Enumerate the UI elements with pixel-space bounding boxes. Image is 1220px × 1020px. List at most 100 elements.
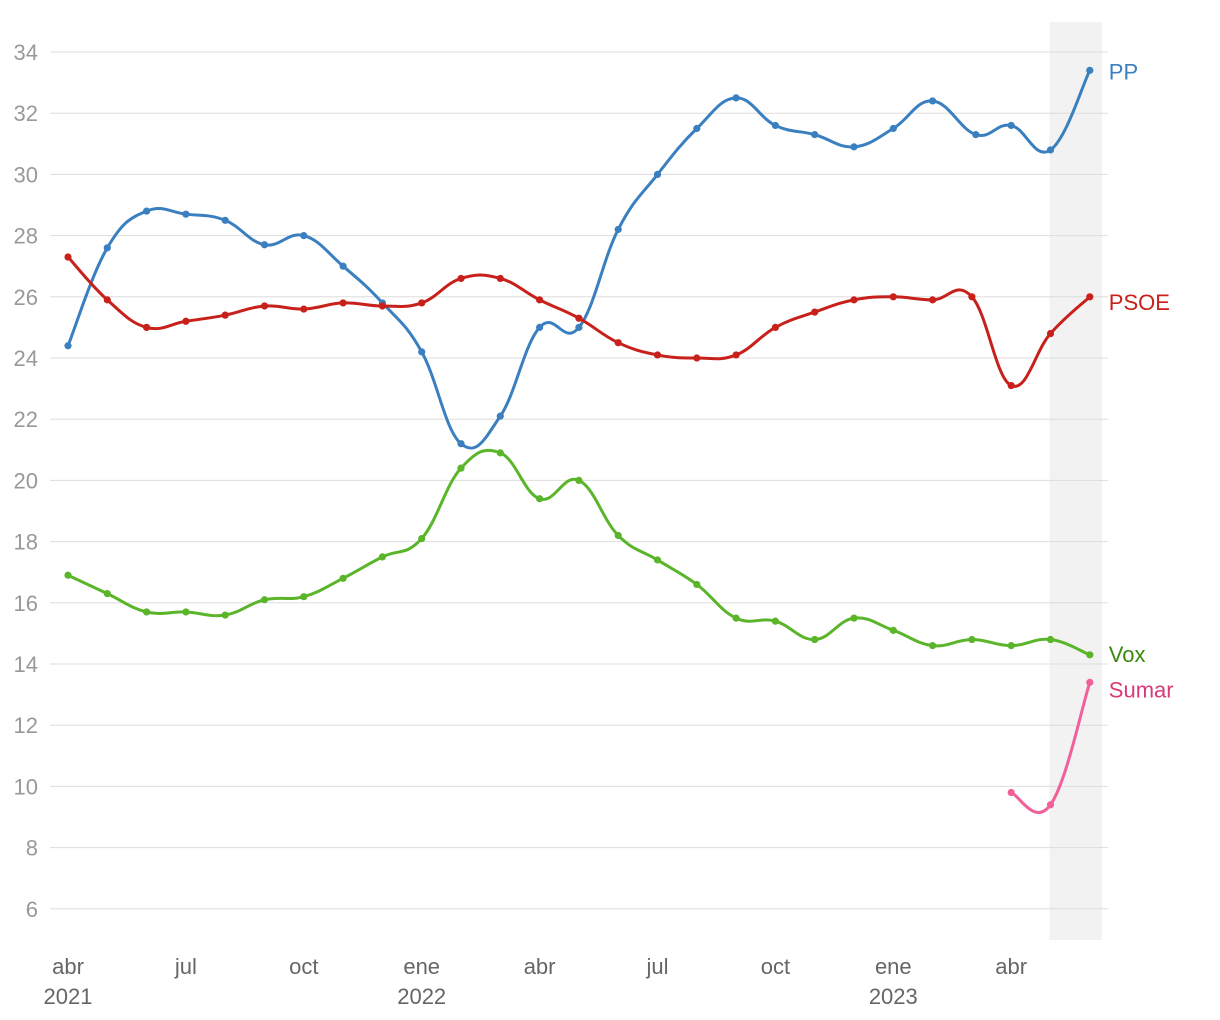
point-psoe-2022-10: [771, 323, 780, 331]
y-tick-label-10: 10: [14, 774, 38, 799]
point-pp-2021-09: [260, 241, 269, 249]
y-tick-label-6: 6: [26, 897, 38, 922]
point-vox-2021-05: [103, 590, 111, 598]
point-vox-2022-04: [536, 495, 544, 503]
point-pp-2021-08: [221, 216, 229, 224]
point-pp-2023-02: [929, 97, 937, 105]
point-pp-2022-06: [614, 225, 622, 234]
point-vox-2022-10: [771, 617, 780, 625]
point-sumar-2023-04: [1007, 788, 1015, 797]
point-psoe-2022-03: [496, 274, 504, 283]
point-pp-2021-04: [64, 342, 72, 350]
x-tick-label-2022-01: ene: [403, 954, 440, 979]
point-vox-2021-10: [300, 593, 308, 601]
point-psoe-2021-05: [103, 296, 111, 304]
point-psoe-2022-02: [457, 274, 465, 283]
point-psoe-2021-11: [339, 299, 347, 307]
point-pp-2023-04: [1007, 121, 1015, 130]
point-pp-2022-12: [850, 143, 858, 151]
forecast-band: [1049, 22, 1102, 940]
point-vox-2022-02: [457, 464, 465, 472]
y-tick-label-20: 20: [14, 468, 38, 493]
point-sumar-2023-05: [1046, 801, 1055, 809]
point-pp-2022-01: [418, 348, 426, 356]
series-label-vox: Vox: [1109, 642, 1146, 667]
x-tick-label-2021-10: oct: [289, 954, 318, 979]
point-sumar-2023-06: [1086, 678, 1094, 686]
point-pp-2021-10: [300, 232, 308, 240]
highlight-band-layer: [1049, 22, 1102, 940]
point-vox-2022-01: [418, 534, 426, 543]
point-vox-2022-07: [653, 556, 662, 564]
point-psoe-2022-08: [693, 354, 701, 362]
gridlines: [50, 51, 1108, 910]
point-pp-2022-08: [693, 124, 701, 133]
point-pp-2022-09: [732, 94, 740, 102]
point-pp-2023-01: [889, 124, 897, 133]
point-vox-2023-06: [1086, 651, 1094, 659]
y-tick-label-32: 32: [14, 101, 38, 126]
point-psoe-2022-01: [418, 299, 426, 307]
point-pp-2023-03: [972, 131, 980, 139]
x-tick-label-2021-07: jul: [174, 954, 197, 979]
y-tick-label-12: 12: [14, 713, 38, 738]
y-tick-label-16: 16: [14, 591, 38, 616]
y-axis-ticks: 6 8 10 12 14 16 18 20 22 24 26 28 30 32 34: [14, 40, 38, 922]
y-tick-label-24: 24: [14, 346, 38, 371]
point-pp-2022-10: [771, 121, 780, 130]
point-psoe-2021-12: [378, 302, 386, 310]
point-psoe-2022-09: [732, 351, 740, 359]
y-tick-label-14: 14: [14, 652, 38, 677]
point-psoe-2022-07: [653, 351, 662, 359]
series-line-sumar: [1009, 680, 1092, 814]
point-vox-2022-11: [811, 635, 819, 644]
point-vox-2023-01: [889, 626, 897, 634]
point-vox-2021-08: [221, 611, 229, 619]
series-lines: [66, 68, 1092, 814]
point-pp-2021-07: [182, 210, 190, 218]
point-psoe-2023-04: [1007, 381, 1015, 390]
point-pp-2022-11: [811, 131, 819, 139]
y-tick-label-28: 28: [14, 224, 38, 249]
x-tick-label-2023-01: ene: [875, 954, 912, 979]
y-tick-label-26: 26: [14, 285, 38, 310]
series-label-psoe: PSOE: [1109, 290, 1170, 315]
series-line-pp: [66, 68, 1092, 450]
x-axis-ticks: abr 2021 jul oct ene 2022 abr jul oct ene 2023 abr: [44, 954, 1028, 1009]
y-tick-label-8: 8: [26, 836, 38, 861]
point-vox-2021-07: [182, 608, 190, 616]
point-psoe-2023-03: [968, 293, 976, 301]
point-vox-2022-12: [850, 614, 858, 622]
x-tick-label-2023-04: abr: [995, 954, 1027, 979]
series-label-sumar: Sumar: [1109, 677, 1174, 702]
point-pp-2022-02: [457, 440, 465, 448]
y-tick-label-34: 34: [14, 40, 38, 65]
x-tick-year-2022: 2022: [397, 984, 446, 1009]
point-vox-2023-04: [1007, 642, 1015, 650]
point-psoe-2023-02: [929, 296, 937, 304]
point-vox-2021-04: [64, 571, 72, 579]
point-pp-2023-06: [1086, 66, 1094, 74]
point-psoe-2023-01: [889, 293, 897, 301]
series-label-pp: PP: [1109, 59, 1138, 84]
point-vox-2022-06: [614, 531, 622, 540]
point-pp-2022-03: [496, 412, 504, 420]
point-psoe-2021-10: [300, 305, 308, 313]
point-vox-2021-12: [378, 553, 386, 561]
point-pp-2022-04: [536, 323, 544, 331]
point-pp-2022-05: [575, 323, 583, 331]
series-labels: PP PSOE Vox Sumar: [1109, 59, 1174, 702]
x-tick-label-2022-07: jul: [645, 954, 668, 979]
point-pp-2021-06: [143, 207, 151, 215]
series-points: [64, 66, 1094, 809]
y-tick-label-18: 18: [14, 530, 38, 555]
point-psoe-2022-12: [850, 296, 858, 304]
x-tick-year-2021: 2021: [44, 984, 93, 1009]
point-vox-2021-11: [339, 574, 347, 582]
y-tick-label-22: 22: [14, 407, 38, 432]
point-vox-2022-03: [496, 449, 504, 457]
point-vox-2021-09: [260, 596, 269, 604]
point-pp-2021-05: [103, 244, 111, 252]
point-pp-2022-07: [653, 170, 662, 178]
